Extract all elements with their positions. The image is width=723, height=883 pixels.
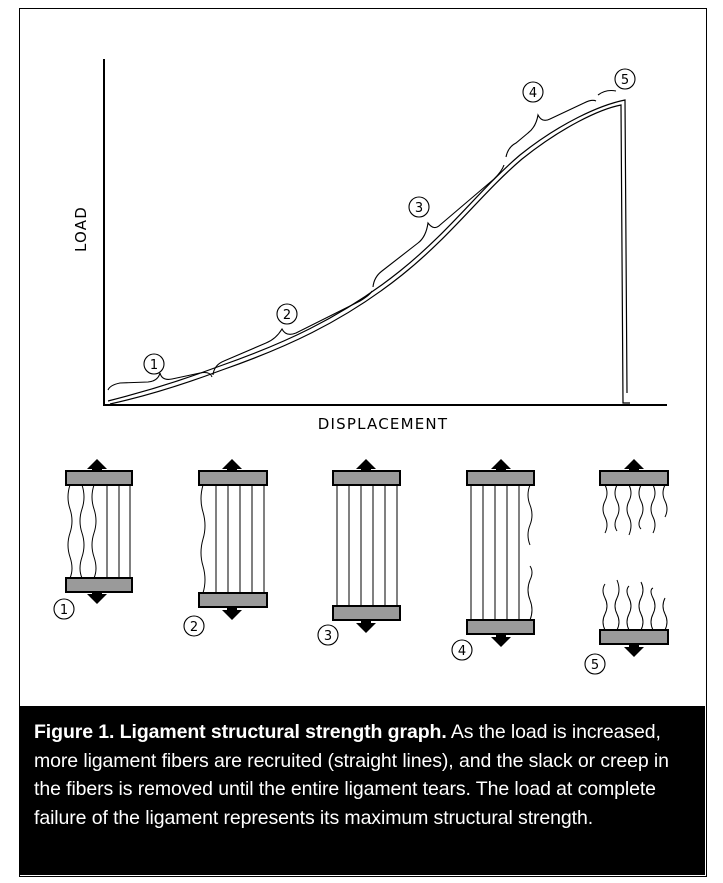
- brace-stage-1: [107, 371, 213, 391]
- arrow-down-icon: [222, 607, 242, 620]
- ligament-stage-3: 3: [317, 459, 401, 646]
- stage-label-1: 1: [60, 603, 68, 618]
- torn-fiber: [662, 597, 668, 631]
- y-axis-label: LOAD: [72, 206, 90, 252]
- arrow-down-icon: [87, 592, 107, 604]
- upper-plate: [599, 470, 669, 486]
- brace-stage-2: [212, 290, 373, 376]
- torn-fiber: [638, 581, 644, 631]
- caption-body: As the load is increased, more ligament …: [34, 721, 669, 829]
- curve-marker-4-label: 4: [529, 86, 537, 101]
- slack-fiber: [200, 484, 206, 594]
- upper-plate: [332, 470, 401, 486]
- load-curve-inner: [109, 104, 630, 405]
- lower-plate: [65, 577, 133, 593]
- ligament-stage-1: 1: [53, 459, 133, 620]
- slack-fiber: [91, 484, 97, 579]
- ligament-stage-2: 2: [183, 459, 268, 637]
- arrow-up-icon: [624, 459, 644, 471]
- load-curve-outer: [107, 99, 628, 402]
- upper-plate: [466, 470, 535, 486]
- brace-stage-4: [505, 99, 597, 158]
- torn-fiber: [527, 484, 533, 546]
- stage-label-3: 3: [324, 629, 332, 644]
- torn-fiber: [602, 484, 608, 534]
- torn-fiber: [638, 484, 644, 530]
- ligament-stage-5: 5: [584, 459, 669, 675]
- torn-fiber: [662, 484, 668, 518]
- arrow-down-icon: [491, 634, 511, 647]
- slack-fiber: [79, 484, 85, 579]
- arrow-up-icon: [356, 459, 376, 471]
- lower-plate: [198, 592, 268, 608]
- x-axis-label: DISPLACEMENT: [318, 415, 448, 433]
- stage-label-5: 5: [591, 658, 599, 673]
- torn-fiber: [527, 565, 533, 621]
- curve-marker-5-label: 5: [621, 73, 629, 88]
- stage-label-2: 2: [190, 620, 198, 635]
- curve-marker-2: 2: [276, 303, 298, 325]
- curve-marker-2-label: 2: [283, 308, 291, 323]
- torn-fiber: [626, 585, 632, 631]
- brace-stage-3: [372, 164, 505, 288]
- figure-caption: Figure 1. Ligament structural strength g…: [20, 706, 705, 875]
- torn-fiber: [614, 579, 620, 631]
- curve-marker-4: 4: [522, 81, 544, 103]
- arrow-up-icon: [491, 459, 511, 471]
- brace-stage-5: [597, 89, 617, 96]
- stage-label-4: 4: [458, 644, 466, 659]
- lower-plate: [332, 605, 401, 621]
- lower-plate: [599, 629, 669, 645]
- arrow-up-icon: [222, 459, 242, 471]
- upper-plate: [65, 470, 133, 486]
- curve-marker-3: 3: [408, 196, 430, 218]
- torn-fiber: [650, 484, 656, 534]
- caption-title: Figure 1. Ligament structural strength g…: [34, 721, 447, 743]
- arrow-down-icon: [624, 644, 644, 657]
- ligament-diagram: LOAD DISPLACEMENT 1 2 3 4 5: [53, 59, 669, 675]
- arrow-down-icon: [356, 620, 376, 633]
- slack-fiber: [67, 484, 73, 579]
- upper-plate: [198, 470, 268, 486]
- lower-plate: [466, 619, 535, 635]
- arrow-up-icon: [87, 459, 107, 471]
- torn-fiber: [626, 484, 632, 536]
- curve-marker-1: 1: [143, 353, 165, 375]
- torn-fiber: [614, 484, 620, 532]
- ligament-stage-4: 4: [451, 459, 535, 661]
- torn-fiber: [602, 583, 608, 631]
- figure-panel: LOAD DISPLACEMENT 1 2 3 4 5: [19, 8, 707, 877]
- curve-marker-3-label: 3: [415, 201, 423, 216]
- curve-marker-5: 5: [614, 68, 636, 90]
- torn-fiber: [650, 587, 656, 631]
- curve-marker-1-label: 1: [150, 358, 158, 373]
